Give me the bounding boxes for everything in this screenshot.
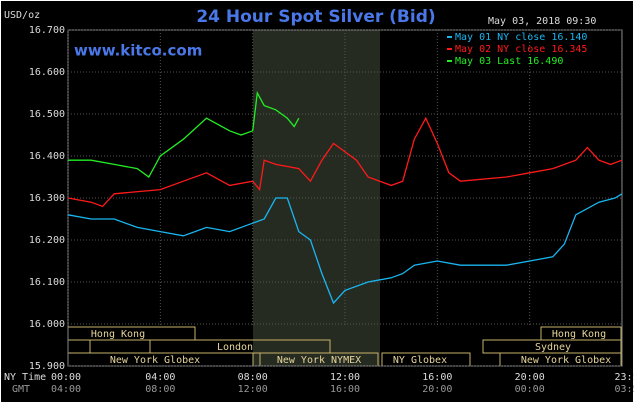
x-tick-label: 08:00: [238, 372, 268, 383]
x-tick-label: 12:00: [330, 372, 360, 383]
session-label: New York Globex: [110, 355, 200, 366]
price-line: [68, 90, 300, 178]
y-tick-label: 15.900: [29, 361, 65, 372]
gmt-label: 16:00: [330, 384, 360, 395]
x-tick-label: 16:00: [422, 372, 452, 383]
timestamp: May 03, 2018 09:30: [488, 16, 596, 27]
gmt-label: 08:00: [145, 384, 175, 395]
session-label: New York Globex: [521, 355, 611, 366]
session-label: NY Globex: [393, 355, 447, 366]
y-label: USD/oz: [4, 10, 40, 21]
gmt-label: 12:00: [238, 384, 268, 395]
legend-entry: May 02 NY close 16.345: [455, 44, 587, 55]
price-line: [67, 116, 623, 208]
gmt-label: 20:00: [422, 384, 452, 395]
gmt-label: 03:59: [614, 384, 634, 395]
y-tick-label: 16.400: [29, 151, 65, 162]
y-tick-label: 16.500: [29, 109, 65, 120]
session-label: Hong Kong: [552, 329, 606, 340]
nymex-shade: [253, 30, 380, 366]
x-tick-label: 00:00: [51, 372, 81, 383]
x-row-label: GMT: [12, 384, 30, 395]
y-tick-label: 16.300: [29, 193, 65, 204]
price-line: [67, 193, 623, 305]
legend-entry: May 01 NY close 16.140: [455, 32, 587, 43]
x-row-label: NY Time: [4, 372, 46, 383]
chart-title: 24 Hour Spot Silver (Bid): [196, 7, 435, 27]
x-tick-label: 20:00: [515, 372, 545, 383]
session-label: New York NYMEX: [277, 355, 361, 366]
x-tick-label: 23:59: [614, 372, 634, 383]
watermark: www.kitco.com: [74, 42, 202, 60]
session-label: Sydney: [535, 342, 571, 353]
y-tick-label: 16.700: [29, 25, 65, 36]
y-tick-label: 16.200: [29, 235, 65, 246]
session-label: London: [217, 342, 253, 353]
y-tick-label: 16.100: [29, 277, 65, 288]
y-tick-label: 16.000: [29, 319, 65, 330]
gmt-label: 04:00: [51, 384, 81, 395]
y-tick-label: 16.600: [29, 67, 65, 78]
session-label: Hong Kong: [91, 329, 145, 340]
x-tick-label: 04:00: [145, 372, 175, 383]
gmt-label: 00:00: [515, 384, 545, 395]
legend-entry: May 03 Last 16.490: [455, 56, 563, 67]
